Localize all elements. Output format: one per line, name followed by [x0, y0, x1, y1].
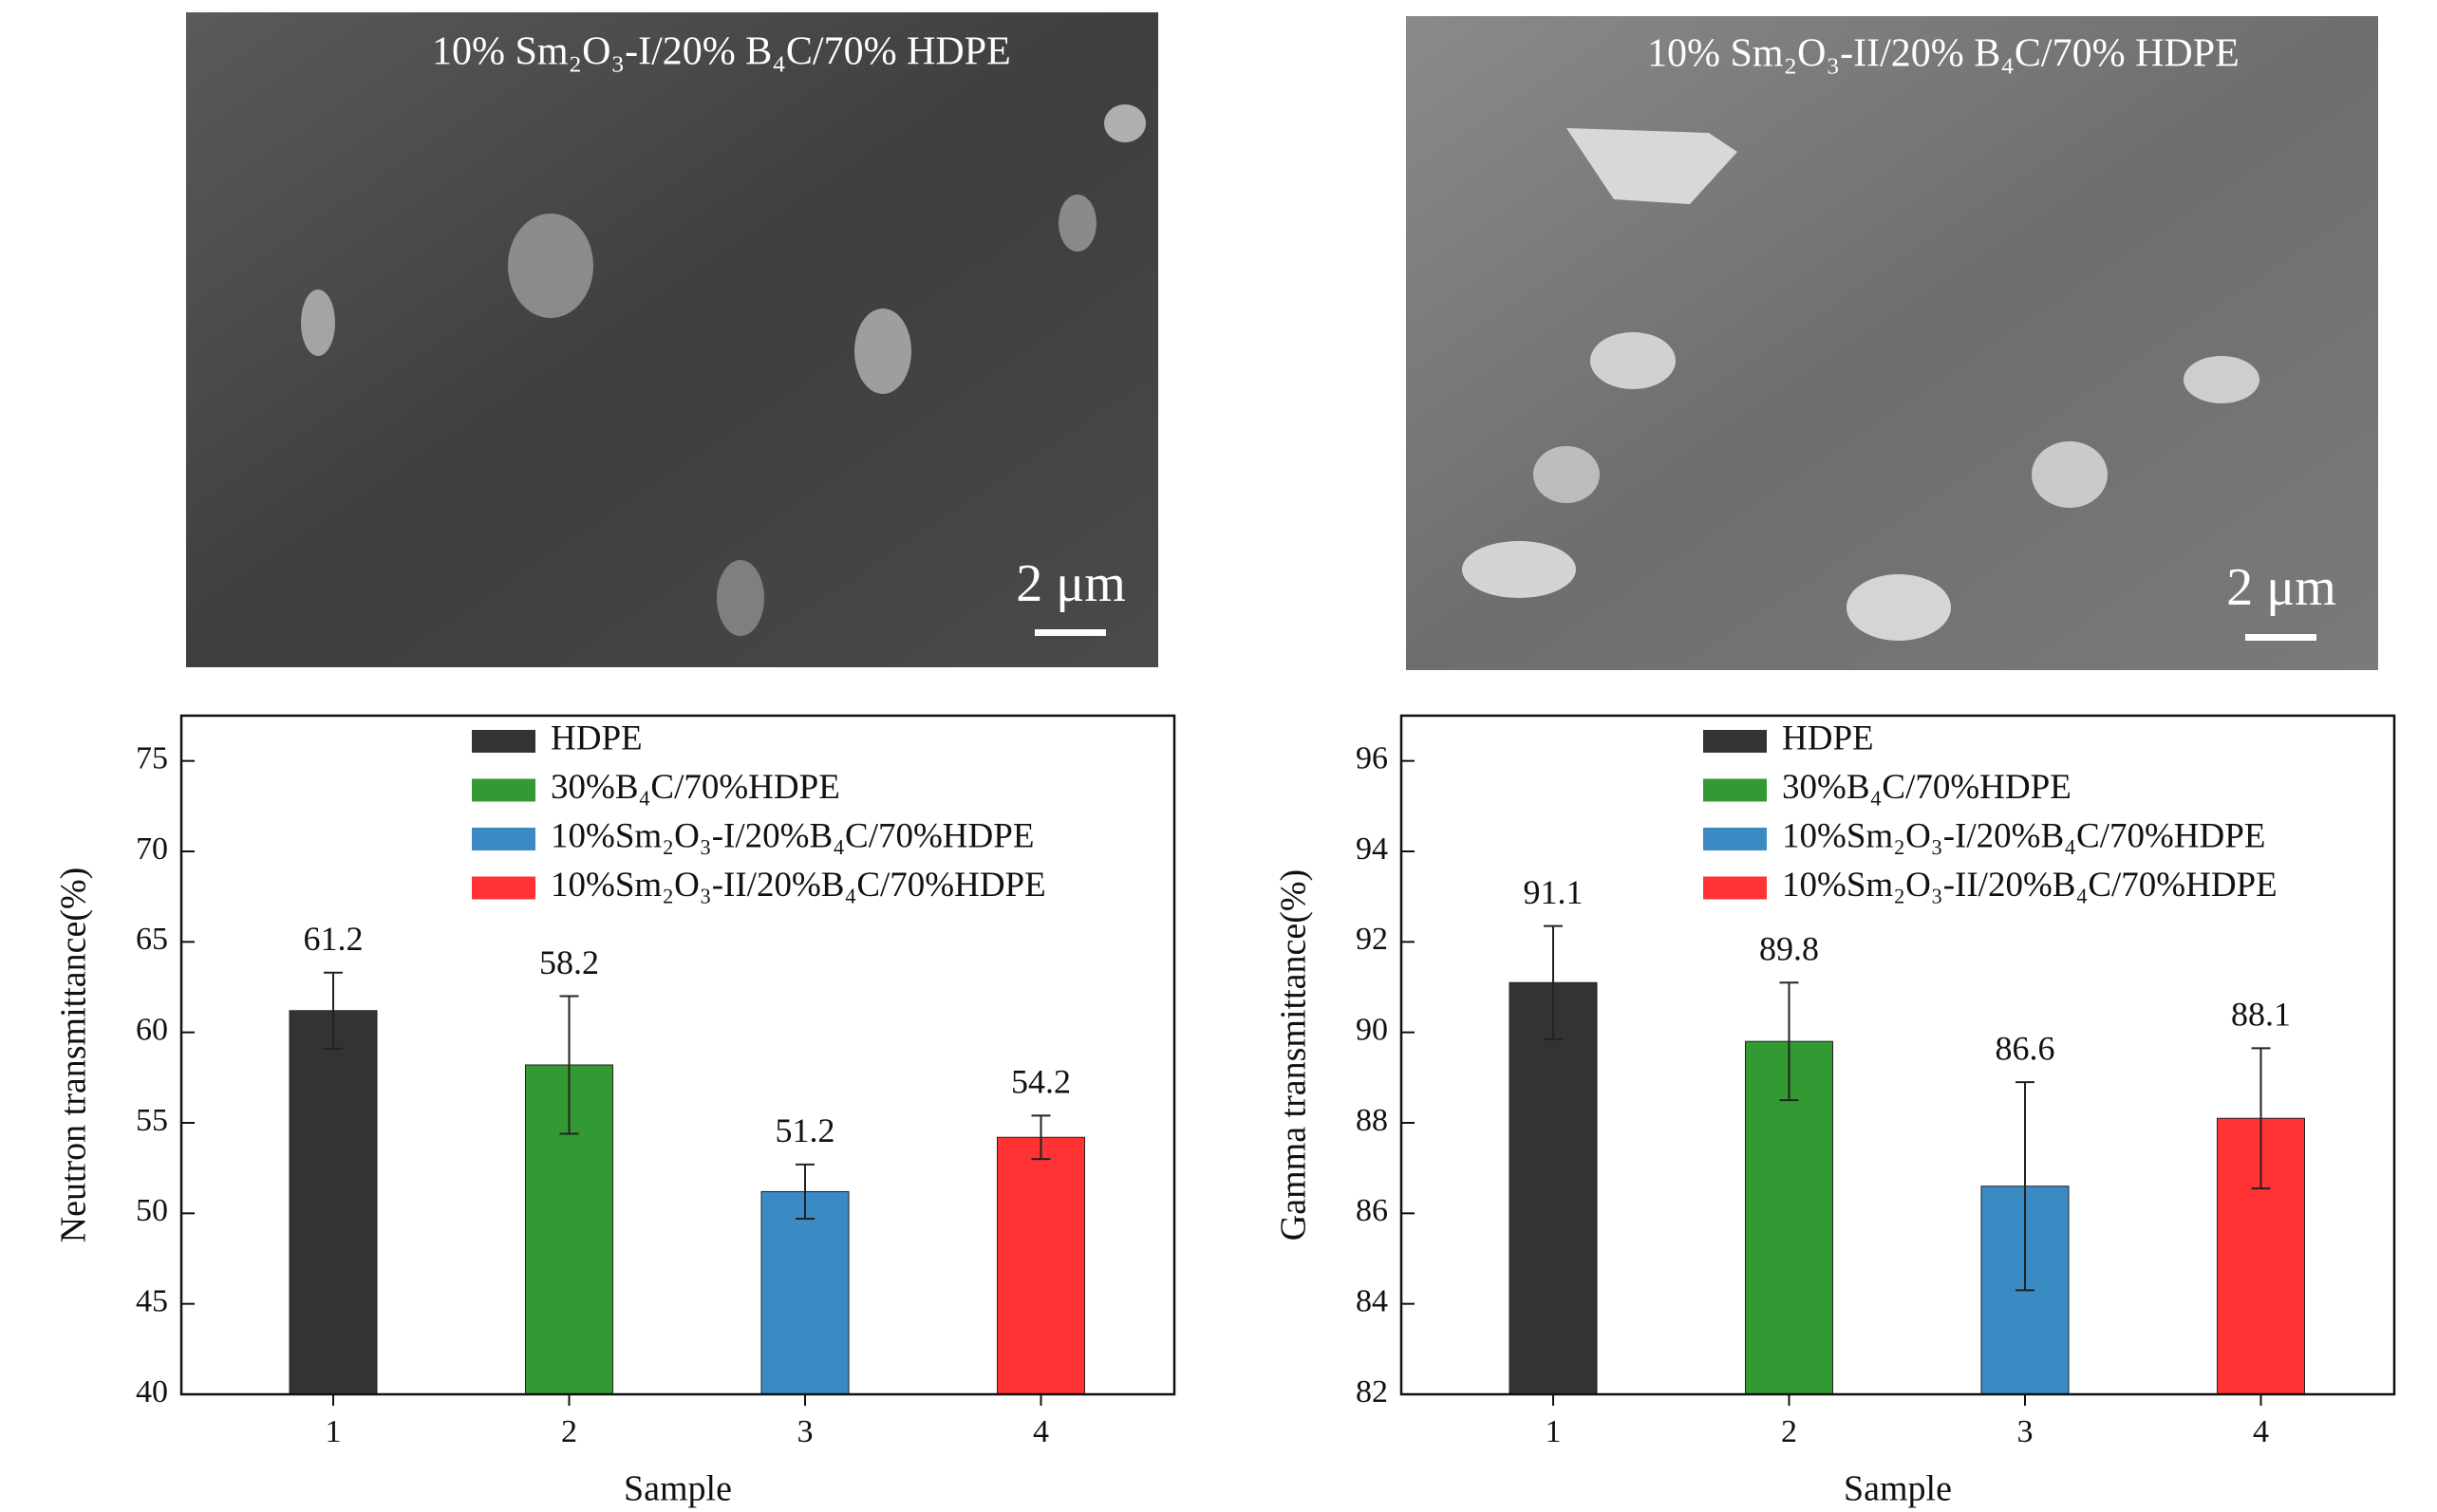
legend-label: 30%B₄C/70%HDPE — [551, 768, 840, 807]
x-axis-label: Sample — [1844, 1469, 1952, 1509]
legend-swatch — [1703, 778, 1767, 802]
y-tick-label: 60 — [136, 1012, 168, 1047]
legend-label: 10%Sm₂O₃-II/20%B₄C/70%HDPE — [1782, 866, 2278, 905]
scale-bar-label: 2 μm — [1016, 554, 1126, 613]
legend-swatch — [472, 778, 535, 802]
error-bar — [796, 1163, 815, 1221]
bar — [1509, 981, 1598, 1395]
error-bar — [1779, 981, 1799, 1102]
legend-label: 10%Sm₂O₃-I/20%B₄C/70%HDPE — [551, 816, 1034, 855]
y-tick-label: 94 — [1356, 831, 1388, 867]
bar — [760, 1190, 850, 1395]
legend-label: 10%Sm₂O₃-I/20%B₄C/70%HDPE — [1782, 816, 2265, 855]
plot-frame — [1399, 714, 2396, 1396]
y-axis-label: Neutron transmittance(%) — [54, 868, 94, 1243]
legend-swatch — [472, 730, 535, 753]
legend-swatch — [1703, 828, 1767, 850]
x-tick-label: 4 — [1033, 1414, 1049, 1449]
scale-bar — [1035, 629, 1106, 636]
sem-image — [186, 12, 1158, 667]
image-caption: 10% Sm₂O₃-II/20% B₄C/70% HDPE — [1647, 32, 2240, 76]
x-tick-label: 4 — [2253, 1414, 2269, 1449]
y-tick-label: 45 — [136, 1283, 168, 1318]
data-label: 58.2 — [539, 943, 599, 981]
y-tick-label: 55 — [136, 1103, 168, 1138]
data-label: 89.8 — [1759, 929, 1819, 967]
legend-label: HDPE — [1782, 719, 1874, 757]
y-tick-label: 84 — [1356, 1283, 1388, 1318]
legend-label: 30%B₄C/70%HDPE — [1782, 768, 2071, 807]
y-tick-label: 40 — [136, 1374, 168, 1409]
y-tick-label: 70 — [136, 831, 168, 867]
legend-swatch — [472, 876, 535, 900]
x-tick-label: 3 — [2017, 1414, 2034, 1449]
x-tick-label: 3 — [797, 1414, 814, 1449]
y-tick-label: 90 — [1356, 1012, 1388, 1047]
legend-swatch — [1703, 730, 1767, 753]
error-bar — [559, 995, 579, 1135]
bar — [289, 1010, 378, 1395]
plot-frame — [179, 714, 1176, 1396]
y-tick-label: 92 — [1356, 922, 1388, 957]
y-tick-label: 50 — [136, 1193, 168, 1228]
scale-bar-label: 2 μm — [2226, 558, 2336, 617]
y-tick-label: 75 — [136, 740, 168, 775]
legend-swatch — [472, 828, 535, 850]
data-label: 54.2 — [1011, 1063, 1071, 1101]
y-tick-label: 82 — [1356, 1374, 1388, 1409]
data-label: 86.6 — [1996, 1029, 2055, 1067]
y-tick-label: 96 — [1356, 740, 1388, 775]
legend-label: 10%Sm₂O₃-II/20%B₄C/70%HDPE — [551, 866, 1046, 905]
x-tick-label: 2 — [1781, 1414, 1797, 1449]
error-bar — [2015, 1081, 2034, 1292]
sem-image — [1406, 16, 2378, 670]
data-label: 61.2 — [304, 920, 364, 958]
x-tick-label: 1 — [326, 1414, 342, 1449]
y-tick-label: 65 — [136, 922, 168, 957]
image-caption: 10% Sm₂O₃-I/20% B₄C/70% HDPE — [432, 30, 1011, 74]
y-axis-label: Gamma transmittance(%) — [1274, 869, 1314, 1241]
error-bar — [1544, 924, 1563, 1040]
x-tick-label: 2 — [561, 1414, 577, 1449]
error-bar — [324, 971, 343, 1050]
y-tick-label: 86 — [1356, 1193, 1388, 1228]
error-bar — [1031, 1114, 1051, 1161]
x-axis-label: Sample — [624, 1469, 732, 1509]
y-tick-label: 88 — [1356, 1103, 1388, 1138]
legend-swatch — [1703, 876, 1767, 900]
bar — [997, 1136, 1085, 1395]
scale-bar — [2245, 634, 2316, 641]
legend-label: HDPE — [551, 719, 643, 757]
error-bar — [2251, 1047, 2271, 1190]
data-label: 91.1 — [1524, 873, 1584, 911]
data-label: 88.1 — [2231, 996, 2291, 1034]
data-label: 51.2 — [776, 1111, 835, 1149]
x-tick-label: 1 — [1546, 1414, 1562, 1449]
